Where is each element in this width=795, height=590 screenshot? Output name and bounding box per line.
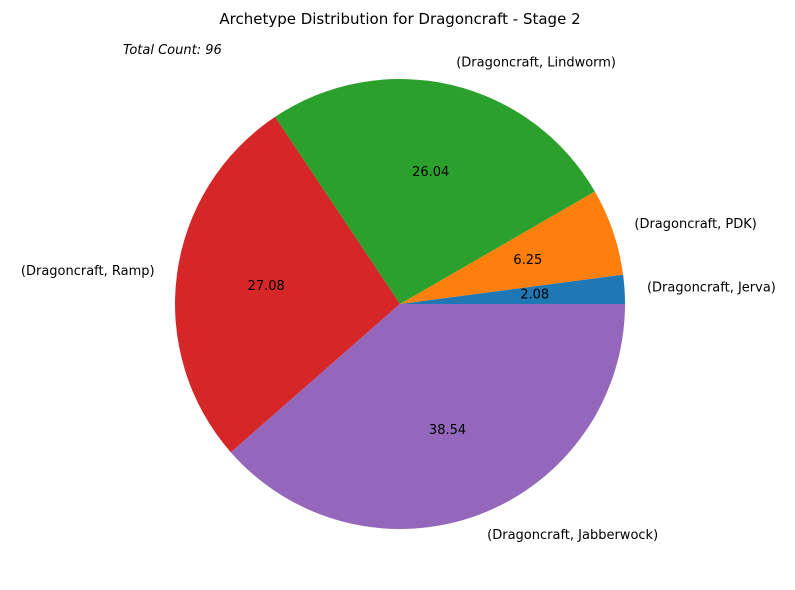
pie-labels: 2.08 (Dragoncraft, Jerva) 6.25 (Dragoncraft… xyxy=(21,55,776,543)
pie-slice xyxy=(174,116,400,453)
pie-slice xyxy=(400,274,625,304)
slice-percentage-label: 6.25 xyxy=(513,253,542,268)
slice-category-label: (Dragoncraft, PDK) xyxy=(634,217,756,232)
slice-percentage-label: 27.08 xyxy=(248,279,285,294)
slice-category-label: (Dragoncraft, Lindworm) xyxy=(456,55,616,70)
slice-percentage-label: 38.54 xyxy=(429,423,466,438)
pie-slice xyxy=(230,304,625,530)
chart-title: Archetype Distribution for Dragoncraft -… xyxy=(219,10,580,28)
pie-slice xyxy=(400,191,624,304)
slice-category-label: (Dragoncraft, Jerva) xyxy=(647,280,776,295)
slice-category-label: (Dragoncraft, Ramp) xyxy=(21,264,155,279)
slice-percentage-label: 26.04 xyxy=(412,165,449,180)
pie-slices xyxy=(174,79,625,530)
total-count-annotation: Total Count: 96 xyxy=(123,43,222,58)
slice-category-label: (Dragoncraft, Jabberwock) xyxy=(487,528,658,543)
pie-slice xyxy=(275,79,595,305)
slice-percentage-label: 2.08 xyxy=(520,288,549,303)
